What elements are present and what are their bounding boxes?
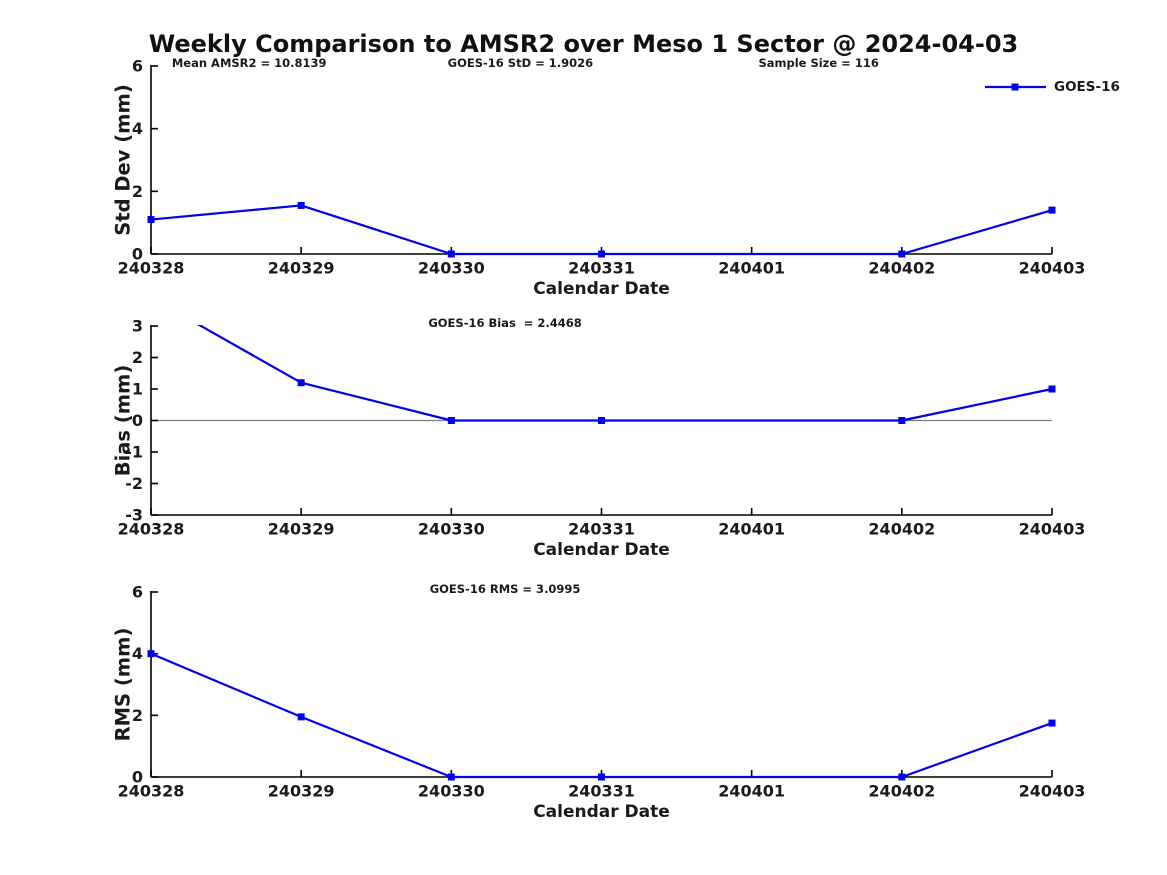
data-point-marker (147, 650, 155, 658)
x-tick-label: 240401 (718, 259, 785, 278)
data-point-marker (447, 250, 455, 258)
legend-marker (1011, 83, 1019, 91)
data-point-marker (1048, 719, 1056, 727)
data-point-marker (447, 417, 455, 424)
x-axis-label: Calendar Date (533, 802, 670, 822)
y-tick-label: 0 (132, 768, 143, 787)
x-tick-label: 240331 (568, 782, 635, 801)
y-tick-label: 0 (132, 245, 143, 264)
data-point-marker (297, 201, 305, 209)
data-point-marker (898, 417, 906, 424)
x-tick-label: 240328 (118, 782, 185, 801)
legend-label: GOES-16 (1054, 79, 1120, 95)
chart-title: Weekly Comparison to AMSR2 over Meso 1 S… (148, 30, 1019, 58)
y-axis-label: Bias (mm) (112, 365, 135, 477)
x-tick-label: 240329 (268, 520, 335, 539)
x-tick-label: 240402 (868, 782, 935, 801)
annotation: GOES-16 Bias = 2.4468 (428, 316, 581, 330)
series-line (197, 325, 1053, 422)
data-point-marker (147, 216, 155, 224)
x-tick-label: 240402 (868, 259, 935, 278)
y-tick-label: 0 (132, 411, 143, 430)
data-point-marker (598, 417, 605, 424)
y-axis-label: Std Dev (mm) (112, 84, 135, 236)
x-tick-label: 240330 (418, 782, 485, 801)
x-axis-label: Calendar Date (533, 540, 670, 560)
data-point-marker (297, 713, 305, 721)
x-tick-label: 240329 (268, 259, 335, 278)
x-tick-label: 240401 (718, 520, 785, 539)
y-tick-label: 1 (132, 380, 143, 399)
y-tick-label: 2 (132, 348, 143, 367)
y-tick-label: -3 (125, 506, 143, 525)
x-tick-label: 240329 (268, 782, 335, 801)
y-tick-label: 6 (132, 57, 143, 76)
series-line (150, 204, 1053, 256)
data-point-marker (297, 379, 305, 387)
x-tick-label: 240330 (418, 259, 485, 278)
y-tick-label: 3 (132, 317, 143, 336)
annotation: GOES-16 RMS = 3.0995 (430, 582, 581, 596)
y-tick-label: 6 (132, 583, 143, 602)
x-tick-label: 240403 (1019, 782, 1086, 801)
annotation: Sample Size = 116 (758, 56, 878, 70)
x-tick-label: 240328 (118, 520, 185, 539)
data-point-marker (1048, 385, 1056, 393)
data-point-marker (1048, 206, 1056, 214)
data-point-marker (598, 250, 605, 258)
y-tick-label: 2 (132, 706, 143, 725)
data-point-marker (447, 773, 455, 781)
annotation: Mean AMSR2 = 10.8139 (172, 56, 327, 70)
x-tick-label: 240402 (868, 520, 935, 539)
data-point-marker (898, 773, 906, 781)
x-tick-label: 240403 (1019, 259, 1086, 278)
x-tick-label: 240401 (718, 782, 785, 801)
annotation: GOES-16 StD = 1.9026 (448, 56, 593, 70)
data-point-marker (898, 250, 906, 258)
x-tick-label: 240331 (568, 520, 635, 539)
x-tick-label: 240331 (568, 259, 635, 278)
x-tick-label: 240328 (118, 259, 185, 278)
y-tick-label: 4 (132, 119, 143, 138)
data-point-marker (598, 773, 605, 781)
x-axis-label: Calendar Date (533, 279, 670, 299)
y-tick-label: 2 (132, 182, 143, 201)
y-axis-label: RMS (mm) (112, 628, 135, 742)
y-tick-label: -1 (125, 443, 143, 462)
x-tick-label: 240403 (1019, 520, 1086, 539)
y-tick-label: -2 (125, 474, 143, 493)
x-tick-label: 240330 (418, 520, 485, 539)
y-tick-label: 4 (132, 644, 143, 663)
series-line (150, 652, 1053, 779)
